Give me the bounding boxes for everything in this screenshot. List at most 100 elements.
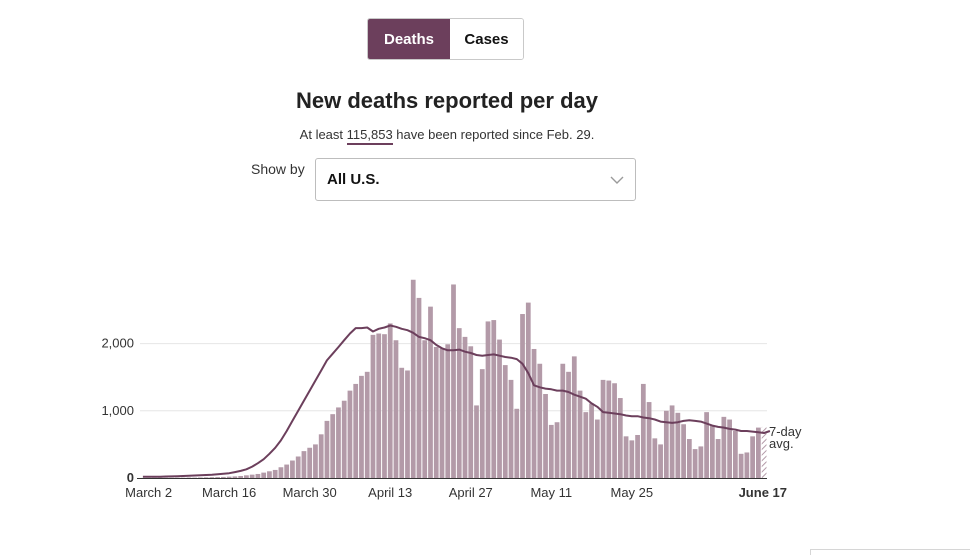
bar [284,464,290,478]
bar [623,436,629,478]
bar [744,452,750,478]
y-tick-label: 0 [127,470,134,485]
chart-subtitle: At least 115,853 have been reported sinc… [0,127,894,145]
avg-label-line1: 7-day [769,424,802,439]
x-tick-label: May 11 [530,485,572,500]
subtitle-prefix: At least [299,127,347,142]
bar [698,446,704,478]
bar [203,477,209,478]
bar [474,405,479,478]
cases-tab[interactable]: Cases [450,19,523,59]
bar [583,412,589,478]
bar [330,414,336,478]
bar [525,302,531,478]
bar [629,440,635,478]
page-divider-edge [810,549,811,555]
region-select-value: All U.S. [327,171,380,188]
deaths-tab[interactable]: Deaths [368,19,450,59]
bar [709,425,715,478]
bar [422,340,428,478]
bar [560,363,566,478]
bar [491,320,497,478]
bar [261,472,267,478]
bar [341,400,347,478]
avg-label-line2: avg. [769,436,794,451]
bar [249,474,255,478]
bar [238,475,244,478]
bar [692,449,698,478]
bar [382,334,387,478]
bar [508,379,514,478]
bar [663,410,669,478]
bar [232,476,238,478]
bar [215,477,221,478]
bar [543,394,548,478]
bar [451,284,456,478]
bar [589,403,594,478]
bar [278,467,284,478]
bar [468,346,474,478]
bar [577,390,583,478]
bar [675,412,681,478]
x-tick-label: May 25 [611,485,654,500]
bar [399,367,405,478]
bar [502,365,508,478]
bar [554,422,560,478]
y-tick-label: 1,000 [101,403,134,418]
bar [732,430,738,478]
bar [226,476,232,478]
chevron-down-icon [610,176,624,184]
bar [594,419,600,478]
bar-incomplete [761,426,767,478]
bar [658,444,663,478]
bar [209,477,215,478]
bar [416,297,422,478]
bar [640,383,646,478]
x-tick-label: June 17 [739,485,787,500]
bar [318,434,324,478]
bar [617,398,623,478]
bar [514,408,520,478]
bar [531,348,537,478]
bar [520,314,525,478]
bar [255,473,261,478]
subtitle-suffix: have been reported since Feb. 29. [392,127,595,142]
bar [755,427,761,478]
bar [571,356,577,478]
bar [198,477,203,478]
metric-toggle: Deaths Cases [367,18,524,60]
bar [272,469,278,478]
bar [479,369,485,478]
bar [445,344,451,478]
avg-line [142,324,771,478]
x-tick-label: April 13 [368,485,412,500]
bar [704,412,709,478]
bar [681,424,686,478]
bar [635,434,640,478]
bar [566,371,571,478]
x-tick-label: April 27 [449,485,493,500]
bar [324,420,330,478]
x-tick-label: March 30 [283,485,337,500]
bar [439,348,445,478]
x-tick-label: March 2 [125,485,172,500]
total-deaths-count: 115,853 [346,127,393,145]
bar [313,444,318,478]
bar [715,439,721,478]
bar [244,475,249,478]
region-select[interactable]: All U.S. [315,158,636,201]
bar [336,407,341,478]
bar [606,380,612,478]
bar [353,383,359,478]
bar [295,456,301,478]
bar [433,346,439,478]
bar [600,379,606,478]
show-by-label: Show by [251,161,305,177]
bar [364,371,370,478]
bar [456,328,462,478]
bar [686,439,692,478]
bar [290,460,295,478]
bar [727,419,732,478]
y-tick-label: 2,000 [101,336,134,351]
